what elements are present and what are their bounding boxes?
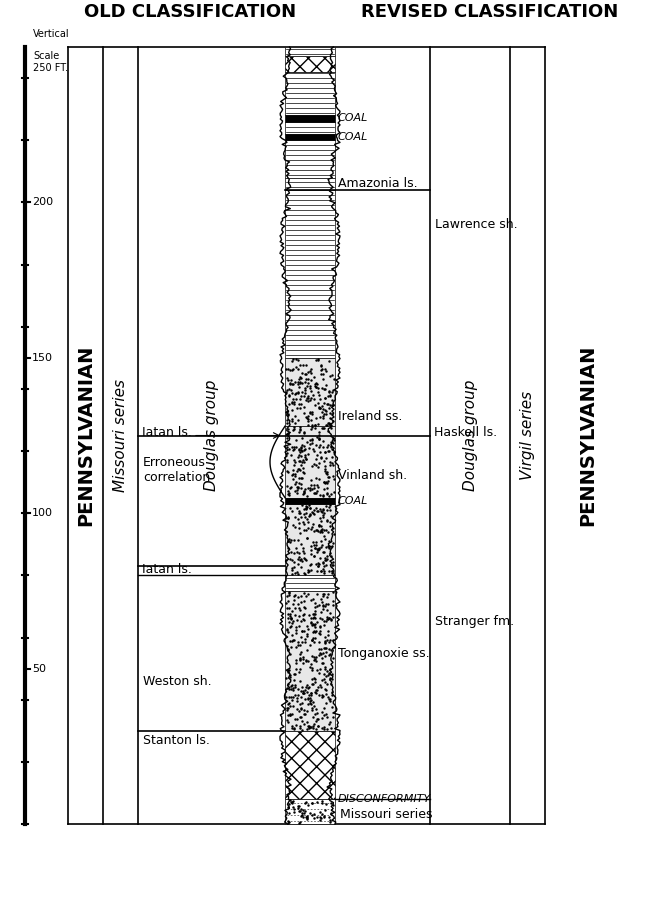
Text: PENNSYLVANIAN: PENNSYLVANIAN [578,345,597,526]
Text: Douglas group: Douglas group [204,380,219,492]
Text: COAL: COAL [338,132,369,143]
Bar [285,190,335,358]
Text: Haskell ls.: Haskell ls. [434,426,497,439]
Text: 200: 200 [32,198,53,207]
Text: Stranger fm.: Stranger fm. [435,615,514,629]
Text: Stanton ls.: Stanton ls. [143,733,210,747]
Bar [285,178,335,190]
Text: Tonganoxie ss.: Tonganoxie ss. [338,647,430,659]
Text: Erroneous
correlation: Erroneous correlation [143,456,210,483]
Bar [285,56,335,72]
Text: Lawrence sh.: Lawrence sh. [435,217,517,231]
Bar [285,140,335,178]
Text: Douglas group: Douglas group [463,380,478,492]
Text: PENNSYLVANIAN: PENNSYLVANIAN [76,345,95,526]
Text: Vertical: Vertical [33,29,70,39]
Text: Vinland sh.: Vinland sh. [338,469,407,483]
Bar [285,115,335,122]
Text: Virgil series: Virgil series [520,391,535,480]
Bar [285,498,335,504]
Text: OLD CLASSIFICATION: OLD CLASSIFICATION [84,3,296,21]
Text: 50: 50 [32,664,46,674]
Bar [285,122,335,134]
Bar [285,504,335,575]
Bar [285,72,335,115]
Bar [285,47,335,56]
Text: DISCONFORMITY: DISCONFORMITY [338,794,431,805]
Bar [285,731,335,799]
Text: 250 FT.: 250 FT. [33,63,68,73]
Bar [285,358,335,426]
Bar [285,134,335,140]
Bar [285,591,335,731]
Text: Iatan ls.: Iatan ls. [142,563,192,575]
Bar [285,799,335,824]
Text: COAL: COAL [338,496,369,506]
Text: Scale: Scale [33,51,59,61]
Text: Missouri series: Missouri series [113,379,128,492]
Text: Amazonia ls.: Amazonia ls. [338,178,417,190]
Bar [285,575,335,591]
Text: Iatan ls.: Iatan ls. [142,426,192,439]
Text: Ireland ss.: Ireland ss. [338,410,402,423]
Text: 150: 150 [32,353,53,363]
Text: COAL: COAL [338,114,369,124]
Text: Missouri series: Missouri series [340,808,432,821]
Text: 100: 100 [32,508,53,519]
Bar [285,426,335,498]
Text: Weston sh.: Weston sh. [143,675,212,687]
Text: REVISED CLASSIFICATION: REVISED CLASSIFICATION [361,3,619,21]
